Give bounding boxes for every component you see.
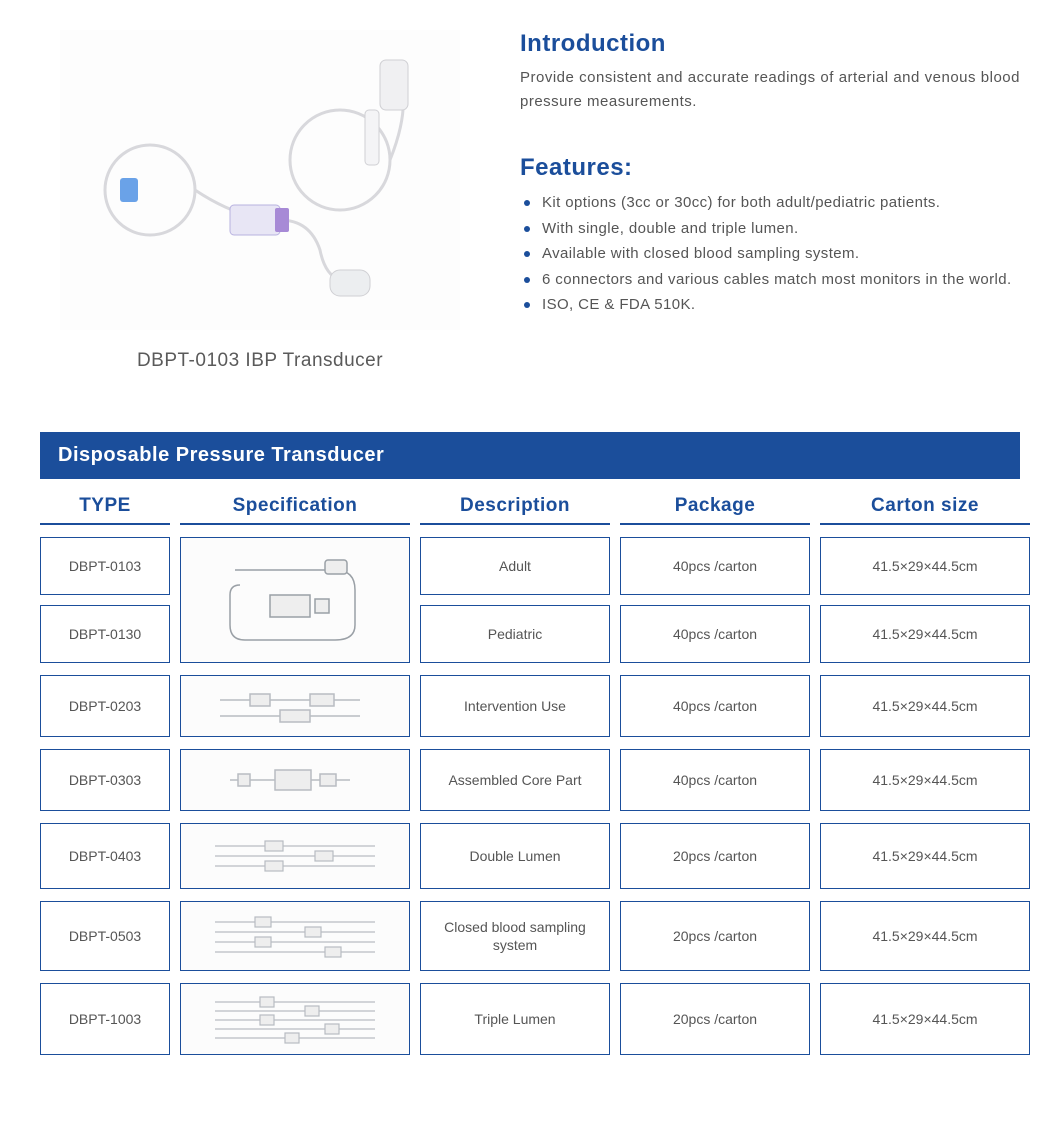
product-caption: DBPT-0103 IBP Transducer bbox=[137, 350, 383, 372]
cell-description: Triple Lumen bbox=[420, 983, 610, 1055]
cell-package: 40pcs /carton bbox=[620, 749, 810, 811]
cell-spec-diagram bbox=[180, 983, 410, 1055]
col-package: Package bbox=[620, 489, 810, 525]
merged-row-group: DBPT-0103 Adult 40pcs /carton 41.5×29×44… bbox=[40, 537, 1020, 663]
feature-item: ISO, CE & FDA 510K. bbox=[524, 292, 1020, 318]
cell-type: DBPT-0303 bbox=[40, 749, 170, 811]
cell-description: Adult bbox=[420, 537, 610, 595]
cell-package: 20pcs /carton bbox=[620, 901, 810, 971]
intro-text: Provide consistent and accurate readings… bbox=[520, 66, 1020, 114]
cell-description: Pediatric bbox=[420, 605, 610, 663]
cell-description: Closed blood sampling system bbox=[420, 901, 610, 971]
features-heading: Features: bbox=[520, 154, 1020, 182]
cell-carton-size: 41.5×29×44.5cm bbox=[820, 983, 1030, 1055]
info-column: Introduction Provide consistent and accu… bbox=[520, 30, 1020, 372]
col-type: TYPE bbox=[40, 489, 170, 525]
cell-spec-diagram bbox=[180, 537, 410, 663]
col-carton-size: Carton size bbox=[820, 489, 1030, 525]
cell-type: DBPT-1003 bbox=[40, 983, 170, 1055]
product-image bbox=[60, 30, 460, 330]
col-description: Description bbox=[420, 489, 610, 525]
feature-item: Available with closed blood sampling sys… bbox=[524, 241, 1020, 267]
cell-type: DBPT-0403 bbox=[40, 823, 170, 889]
cell-type: DBPT-0103 bbox=[40, 537, 170, 595]
cell-carton-size: 41.5×29×44.5cm bbox=[820, 605, 1030, 663]
spec-diagram-icon bbox=[205, 994, 385, 1044]
feature-item: With single, double and triple lumen. bbox=[524, 216, 1020, 242]
cell-type: DBPT-0130 bbox=[40, 605, 170, 663]
cell-type: DBPT-0503 bbox=[40, 901, 170, 971]
spec-diagram-icon bbox=[210, 686, 380, 726]
spec-diagram-icon bbox=[220, 760, 370, 800]
spec-diagram-icon bbox=[205, 912, 385, 960]
cell-description: Assembled Core Part bbox=[420, 749, 610, 811]
table-header-row: TYPE Specification Description Package C… bbox=[40, 489, 1020, 525]
cell-description: Intervention Use bbox=[420, 675, 610, 737]
col-specification: Specification bbox=[180, 489, 410, 525]
features-list: Kit options (3cc or 30cc) for both adult… bbox=[520, 190, 1020, 318]
table-row: DBPT-1003 Triple Lumen 20pcs /carton 41.… bbox=[40, 983, 1020, 1055]
cell-package: 40pcs /carton bbox=[620, 537, 810, 595]
feature-item: Kit options (3cc or 30cc) for both adult… bbox=[524, 190, 1020, 216]
cell-carton-size: 41.5×29×44.5cm bbox=[820, 901, 1030, 971]
table-title: Disposable Pressure Transducer bbox=[40, 432, 1020, 479]
cell-package: 20pcs /carton bbox=[620, 983, 810, 1055]
cell-package: 40pcs /carton bbox=[620, 605, 810, 663]
table-row: DBPT-0203 Intervention Use 40pcs /carton… bbox=[40, 675, 1020, 737]
intro-heading: Introduction bbox=[520, 30, 1020, 58]
product-column: DBPT-0103 IBP Transducer bbox=[40, 30, 480, 372]
cell-type: DBPT-0203 bbox=[40, 675, 170, 737]
table-row: DBPT-0403 Double Lumen 20pcs /carton 41.… bbox=[40, 823, 1020, 889]
top-section: DBPT-0103 IBP Transducer Introduction Pr… bbox=[40, 30, 1020, 372]
cell-spec-diagram bbox=[180, 901, 410, 971]
cell-carton-size: 41.5×29×44.5cm bbox=[820, 675, 1030, 737]
transducer-illustration-icon bbox=[80, 50, 440, 310]
spec-table: Disposable Pressure Transducer TYPE Spec… bbox=[40, 432, 1020, 1055]
table-row: DBPT-0503 Closed blood sampling system 2… bbox=[40, 901, 1020, 971]
cell-package: 40pcs /carton bbox=[620, 675, 810, 737]
spec-diagram-icon bbox=[205, 834, 385, 878]
feature-item: 6 connectors and various cables match mo… bbox=[524, 267, 1020, 293]
cell-spec-diagram bbox=[180, 823, 410, 889]
cell-carton-size: 41.5×29×44.5cm bbox=[820, 823, 1030, 889]
cell-package: 20pcs /carton bbox=[620, 823, 810, 889]
cell-carton-size: 41.5×29×44.5cm bbox=[820, 537, 1030, 595]
table-row: DBPT-0303 Assembled Core Part 40pcs /car… bbox=[40, 749, 1020, 811]
cell-description: Double Lumen bbox=[420, 823, 610, 889]
cell-spec-diagram bbox=[180, 675, 410, 737]
cell-spec-diagram bbox=[180, 749, 410, 811]
spec-diagram-icon bbox=[215, 545, 375, 655]
cell-carton-size: 41.5×29×44.5cm bbox=[820, 749, 1030, 811]
